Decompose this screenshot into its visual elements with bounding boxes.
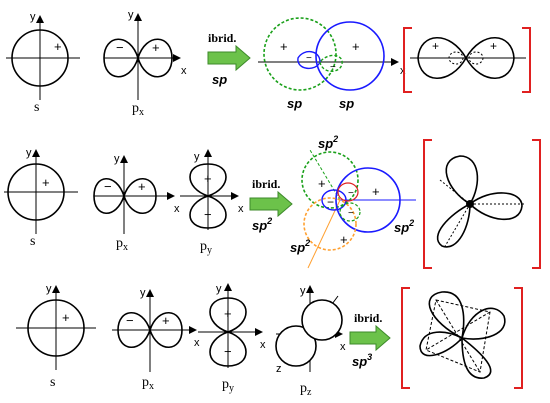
svg-text:py: py xyxy=(200,239,212,256)
svg-text:y: y xyxy=(194,151,200,163)
svg-text:sp2: sp2 xyxy=(318,134,338,151)
svg-text:+: + xyxy=(152,40,160,55)
row2-arrow: ibrid. sp2 xyxy=(249,177,293,233)
row3-px-orbital: y − + x px xyxy=(112,287,200,392)
svg-text:px: px xyxy=(116,236,128,253)
svg-text:sp2: sp2 xyxy=(290,238,310,255)
svg-text:−: − xyxy=(330,62,336,73)
svg-text:sp2: sp2 xyxy=(394,218,414,235)
row2-result xyxy=(423,139,541,269)
svg-text:y: y xyxy=(114,153,120,165)
row3-s-orbital: y + s xyxy=(16,283,96,390)
svg-text:py: py xyxy=(222,377,234,394)
svg-text:y: y xyxy=(128,9,134,21)
svg-text:s: s xyxy=(50,375,55,390)
svg-text:y: y xyxy=(30,11,36,23)
svg-text:x: x xyxy=(238,203,244,215)
svg-text:+: + xyxy=(432,39,439,53)
svg-text:x: x xyxy=(174,203,180,215)
svg-text:+: + xyxy=(224,306,232,321)
svg-text:ibrid.: ibrid. xyxy=(354,311,382,325)
row2-s-orbital: y + s xyxy=(4,147,78,249)
svg-text:sp: sp xyxy=(287,96,302,111)
svg-text:−: − xyxy=(306,53,312,64)
row1-px-orbital: y − + x px xyxy=(103,9,187,118)
row2-px-orbital: y − + x px xyxy=(93,153,180,253)
svg-text:−: − xyxy=(204,207,212,222)
svg-text:sp2: sp2 xyxy=(252,216,272,233)
svg-text:+: + xyxy=(490,39,497,53)
svg-text:−: − xyxy=(126,313,134,328)
svg-text:x: x xyxy=(181,65,187,77)
svg-text:+: + xyxy=(162,313,170,328)
svg-text:s: s xyxy=(34,100,39,115)
svg-text:+: + xyxy=(42,175,50,190)
svg-text:+: + xyxy=(372,184,380,199)
svg-text:sp3: sp3 xyxy=(352,352,372,369)
row3-result xyxy=(401,287,523,389)
svg-text:pz: pz xyxy=(300,381,312,398)
svg-text:y: y xyxy=(140,287,146,299)
row1-result: + + xyxy=(403,27,531,93)
svg-text:−: − xyxy=(224,344,232,359)
row2-py-orbital: y + − x py xyxy=(180,149,244,256)
row1-sp-hybrids: + + − − x sp sp xyxy=(258,17,406,111)
svg-text:−: − xyxy=(348,208,354,219)
row1-arrow: ibrid. sp xyxy=(207,31,251,87)
row3-arrow: ibrid. sp3 xyxy=(349,311,391,369)
row1-s-orbital: y + s xyxy=(6,11,80,115)
svg-text:−: − xyxy=(116,40,124,55)
svg-text:+: + xyxy=(352,39,360,54)
svg-text:s: s xyxy=(30,234,35,249)
svg-text:y: y xyxy=(216,283,222,295)
svg-text:y: y xyxy=(300,285,306,297)
svg-text:+: + xyxy=(280,39,288,54)
svg-text:y: y xyxy=(46,283,52,295)
svg-text:y: y xyxy=(26,147,32,159)
row2-sp2-hybrids: + + + − − − sp2 sp2 sp2 xyxy=(290,134,416,269)
row3-py-orbital: y + − x py xyxy=(198,283,266,394)
svg-text:x: x xyxy=(260,339,266,351)
svg-text:x: x xyxy=(340,341,346,353)
svg-text:−: − xyxy=(327,195,334,209)
svg-text:−: − xyxy=(348,188,354,199)
svg-text:ibrid.: ibrid. xyxy=(208,31,236,45)
row3-pz-orbital: y x z pz xyxy=(275,285,346,398)
svg-text:z: z xyxy=(276,363,282,375)
svg-text:−: − xyxy=(104,179,112,194)
svg-text:ibrid.: ibrid. xyxy=(252,177,280,191)
svg-text:+: + xyxy=(340,232,348,247)
svg-text:+: + xyxy=(204,171,212,186)
svg-text:+: + xyxy=(54,39,62,54)
svg-text:px: px xyxy=(132,101,144,118)
svg-text:sp: sp xyxy=(339,96,354,111)
svg-text:px: px xyxy=(142,375,154,392)
svg-text:+: + xyxy=(62,310,70,325)
svg-text:sp: sp xyxy=(212,72,227,87)
svg-text:x: x xyxy=(194,337,200,349)
svg-text:+: + xyxy=(318,176,326,191)
svg-text:+: + xyxy=(138,179,146,194)
